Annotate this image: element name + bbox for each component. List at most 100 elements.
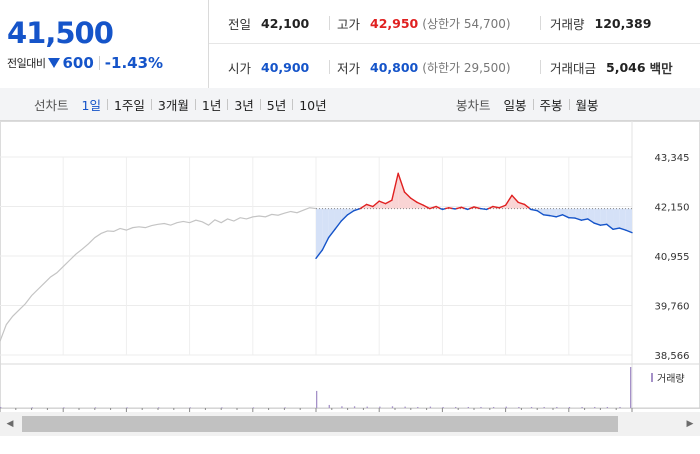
chart-frame <box>1 122 700 409</box>
volume-bar <box>581 407 582 408</box>
volume-bar <box>442 407 443 408</box>
chart-tabbar: 선차트 1일 1주일 3개월 1년 3년 5년 10년 봉차트 일봉 주봉 월봉 <box>0 88 700 121</box>
divider <box>329 60 330 74</box>
volume-bar <box>354 406 355 408</box>
divider <box>260 99 261 110</box>
tab-10year[interactable]: 10년 <box>298 95 327 114</box>
volume-bar <box>430 407 431 408</box>
volume-bar <box>284 407 285 408</box>
divider <box>99 56 100 70</box>
volume-bar <box>341 406 342 408</box>
stat-prev-close: 전일 42,100 <box>228 13 309 33</box>
volume-bar <box>221 407 222 408</box>
price-change: 전일대비 600 -1.43% <box>7 53 163 73</box>
y-tick-label: 39,760 <box>655 302 690 313</box>
y-tick-label: 42,150 <box>655 203 690 214</box>
price-line-down-segment <box>600 224 606 225</box>
divider <box>195 99 196 110</box>
stat-open: 시가 40,900 <box>228 57 309 77</box>
tab-monthly-candle[interactable]: 월봉 <box>575 95 600 114</box>
volume-legend-swatch <box>651 373 653 382</box>
volume-bar <box>630 367 631 408</box>
stat-value: 5,046 <box>606 60 646 75</box>
volume-bar <box>417 407 418 408</box>
tab-3month[interactable]: 3개월 <box>157 95 190 114</box>
divider <box>107 99 108 110</box>
volume-bar <box>0 407 1 408</box>
divider <box>533 99 534 110</box>
tab-1year[interactable]: 1년 <box>201 95 222 114</box>
stat-low: 저가 40,800 (하한가 29,500) <box>337 57 511 77</box>
stat-label: 거래량 <box>550 14 585 33</box>
stat-sub: (하한가 29,500) <box>422 59 510 76</box>
y-tick-label: 40,955 <box>655 252 690 263</box>
price-chart-svg: 43,345 42,150 40,955 39,760 38,566 거래량 <box>0 121 700 450</box>
volume-legend: 거래량 <box>651 373 685 385</box>
volume-bar <box>468 407 469 408</box>
chart-grid <box>0 121 700 413</box>
tab-1day[interactable]: 1일 <box>81 95 102 114</box>
y-tick-label: 43,345 <box>655 153 690 164</box>
tab-5year[interactable]: 5년 <box>266 95 287 114</box>
tab-weekly-candle[interactable]: 주봉 <box>539 95 564 114</box>
divider <box>151 99 152 110</box>
scroll-right-arrow-icon[interactable]: ▶ <box>680 412 700 436</box>
volume-bar <box>544 407 545 408</box>
volume-bar <box>480 407 481 408</box>
stat-value: 40,800 <box>370 60 418 75</box>
volume-bar <box>493 407 494 408</box>
scrollbar-thumb[interactable] <box>22 416 618 432</box>
quote-summary: 41,500 전일대비 600 -1.43% 전일 42,100 고가 42,9… <box>0 0 700 89</box>
chart-fill <box>316 173 632 258</box>
candle-chart-title: 봉차트 <box>456 95 491 114</box>
stat-value: 40,900 <box>261 60 309 75</box>
volume-bar <box>63 407 64 408</box>
down-area-fill <box>619 209 625 231</box>
stat-value: 120,389 <box>595 16 652 31</box>
current-price: 41,500 <box>7 16 113 50</box>
price-chart[interactable]: 43,345 42,150 40,955 39,760 38,566 거래량 <box>0 121 700 450</box>
stat-unit: 백만 <box>650 58 673 77</box>
volume-bar <box>607 407 608 408</box>
volume-bar <box>518 407 519 408</box>
divider <box>540 60 541 74</box>
price-line-down-segment <box>480 209 486 210</box>
quote-stats: 전일 42,100 고가 42,950 (상한가 54,700) 거래량 120… <box>209 0 700 88</box>
tab-1week[interactable]: 1주일 <box>113 95 146 114</box>
stat-label: 시가 <box>228 58 251 77</box>
volume-bar <box>404 407 405 408</box>
divider <box>209 43 700 44</box>
divider <box>329 16 330 30</box>
y-axis-ticks: 43,345 42,150 40,955 39,760 38,566 <box>655 153 690 362</box>
volume-bar <box>367 407 368 408</box>
volume-chart <box>0 367 631 408</box>
scroll-left-arrow-icon[interactable]: ◀ <box>0 412 20 436</box>
down-area-fill <box>600 209 606 226</box>
down-area-fill <box>626 209 632 233</box>
volume-bar <box>329 405 330 408</box>
stat-value: 42,100 <box>261 16 309 31</box>
price-line-down-segment <box>544 215 550 216</box>
stat-volume: 거래량 120,389 <box>550 13 651 33</box>
tab-daily-candle[interactable]: 일봉 <box>503 95 528 114</box>
divider <box>227 99 228 110</box>
volume-bar <box>556 407 557 408</box>
down-area-fill <box>613 209 619 230</box>
volume-bar <box>190 407 191 408</box>
volume-bar <box>392 406 393 408</box>
chart-scrollbar[interactable]: ◀ ▶ <box>0 412 700 436</box>
divider <box>540 16 541 30</box>
stat-label: 전일 <box>228 14 251 33</box>
volume-bar <box>158 407 159 408</box>
tab-3year[interactable]: 3년 <box>233 95 254 114</box>
stat-label: 저가 <box>337 58 360 77</box>
stat-label: 거래대금 <box>550 58 596 77</box>
volume-bar <box>569 407 570 408</box>
candle-chart-tabs: 봉차트 일봉 주봉 월봉 <box>456 88 600 120</box>
change-rate: -1.43% <box>105 54 163 72</box>
stat-high: 고가 42,950 (상한가 54,700) <box>337 13 511 33</box>
volume-bar <box>126 407 127 408</box>
stat-sub: (상한가 54,700) <box>422 15 510 32</box>
volume-bar <box>95 407 96 408</box>
volume-legend-label: 거래량 <box>657 373 685 385</box>
